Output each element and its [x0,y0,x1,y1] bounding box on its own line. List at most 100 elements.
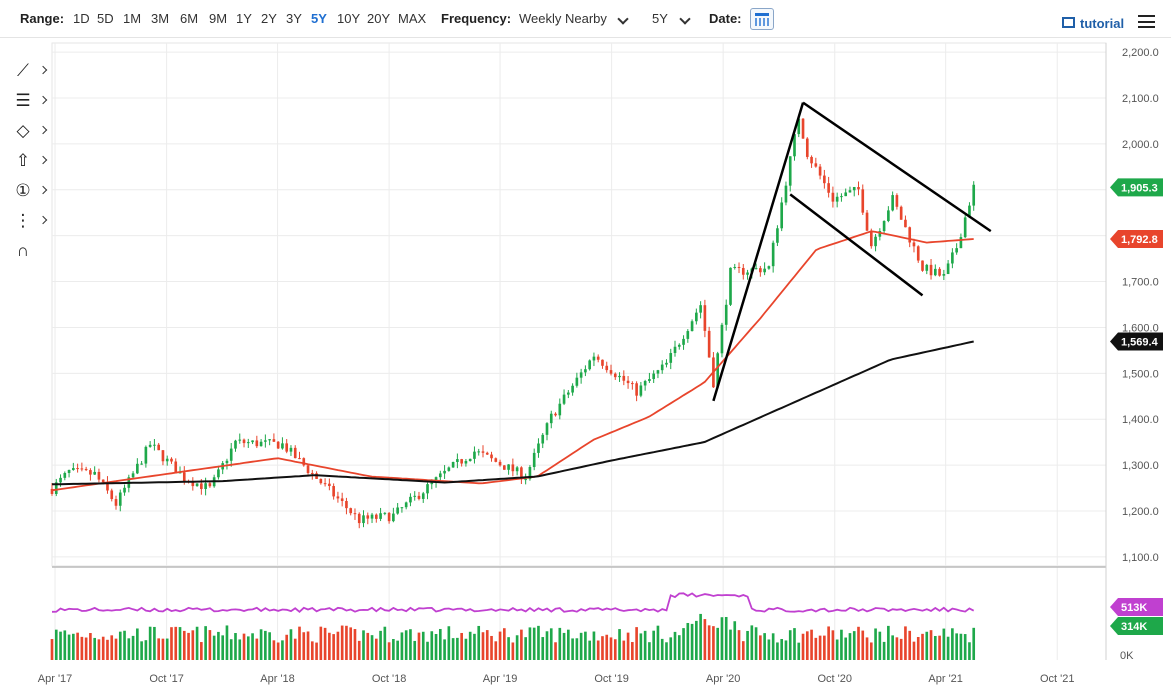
candle [392,513,395,522]
candle [387,512,391,522]
frequency-select[interactable]: Weekly Nearby [519,11,607,26]
volume-bar [417,632,421,660]
candle [409,496,412,503]
candle [904,219,907,228]
candle [93,471,96,475]
candle [417,495,421,499]
candle [106,482,109,491]
volume-avg-badge: 513K [1121,602,1147,614]
volume-bar [835,639,839,660]
candle [703,305,707,331]
volume-bar [673,631,677,660]
volume-bar [887,625,890,660]
candle [741,267,745,275]
candle [464,461,468,464]
volume-bar [746,630,749,660]
volume-bar [217,631,220,660]
volume-bar [639,633,643,660]
candle [729,267,732,305]
candle [631,383,634,385]
volume-bar [101,636,105,660]
candle [895,195,899,207]
candle [161,450,165,462]
candle [891,195,894,211]
shape-tool[interactable]: ◇ [10,118,50,148]
volume-bar [136,628,139,660]
candle [759,268,762,273]
volume-last-badge-bg [1110,617,1163,635]
candle [925,264,929,271]
candle [319,478,323,484]
menu-icon[interactable] [1138,15,1155,28]
candle [362,515,365,524]
volume-bar [507,637,510,660]
candle [430,481,434,485]
trendline[interactable] [712,102,805,402]
volume-bar [302,632,306,660]
trendline[interactable] [802,101,992,233]
range-button-3m[interactable]: 3M [151,11,170,26]
volume-bar [818,635,822,660]
range-button-max[interactable]: MAX [398,11,427,26]
tutorial-icon[interactable] [1062,17,1075,28]
candle [503,465,506,470]
marker-tool[interactable]: ① [10,178,50,208]
candle [332,486,335,497]
volume-bar [951,628,954,660]
volume-bar [584,631,587,660]
volume-bar [520,629,523,660]
tutorial-link[interactable]: tutorial [1080,16,1125,31]
volume-bar [929,630,933,660]
volume-bar [669,637,673,660]
candle [59,477,62,483]
trendline[interactable] [789,193,924,297]
volume-bar [592,631,596,660]
candle [251,440,254,443]
candle [451,462,455,468]
y-tick-label: 1,500.0 [1122,368,1159,380]
candle [200,483,203,489]
line-tool[interactable]: ⟋ [10,58,50,88]
period-select[interactable]: 5Y [652,11,668,26]
range-button-3y[interactable]: 3Y [286,11,302,26]
range-button-20y[interactable]: 20Y [367,11,391,26]
range-button-1y[interactable]: 1Y [236,11,252,26]
candle [340,498,344,501]
volume-bar [349,627,353,660]
range-button-6m[interactable]: 6M [180,11,199,26]
calendar-icon[interactable] [750,8,774,30]
candle [639,385,643,396]
range-button-5y[interactable]: 5Y [311,11,327,26]
magnet-tool[interactable]: ∩ [10,238,50,268]
volume-bar [182,630,186,660]
candle [443,470,446,474]
candle [788,156,792,186]
candle [153,444,156,446]
candle [80,468,84,470]
fib-tool[interactable]: ☰ [10,88,50,118]
range-button-1m[interactable]: 1M [123,11,142,26]
volume-bar [549,628,553,660]
range-button-2y[interactable]: 2Y [261,11,277,26]
arrow-tool[interactable]: ⇧ [10,148,50,178]
range-button-5d[interactable]: 5D [97,11,114,26]
candle [97,471,101,480]
candle [810,156,813,164]
range-button-9m[interactable]: 9M [209,11,228,26]
volume-bar [481,632,485,660]
candle [485,452,489,455]
candle [601,359,604,366]
range-button-10y[interactable]: 10Y [337,11,361,26]
measure-tool[interactable]: ⋮ [10,208,50,238]
y-tick-label: 2,000.0 [1122,139,1159,151]
volume-bar [396,640,399,660]
y-tick-label: 1,400.0 [1122,414,1159,426]
candle [170,458,173,462]
range-button-1d[interactable]: 1D [73,11,90,26]
candle [575,377,579,386]
candle [660,364,664,371]
fib-tool-icon: ☰ [15,91,31,110]
volume-bar [767,639,771,660]
candle [635,383,638,396]
